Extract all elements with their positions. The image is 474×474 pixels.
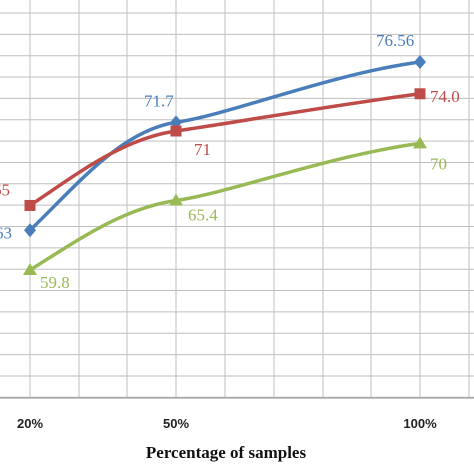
data-label: 71.7 xyxy=(144,91,174,110)
data-point-marker xyxy=(24,199,36,211)
data-point-marker xyxy=(23,263,37,275)
data-label: 59.8 xyxy=(40,273,70,292)
series-line-2 xyxy=(29,141,421,272)
x-tick-labels: 20% 50% 100% xyxy=(17,416,437,431)
data-point-marker xyxy=(170,125,182,137)
data-point-marker xyxy=(24,223,36,238)
data-label: 71 xyxy=(194,140,211,159)
data-point-marker xyxy=(413,136,427,149)
data-labels: 63 71.7 76.56 65 71 74.0 59.8 65.4 70 xyxy=(0,31,460,292)
data-point-marker xyxy=(169,193,183,206)
data-label: 76.56 xyxy=(376,31,414,50)
data-label: 65.4 xyxy=(188,206,218,225)
data-label: 74.0 xyxy=(430,87,460,106)
data-point-marker xyxy=(414,88,426,100)
x-tick-label: 50% xyxy=(163,416,189,431)
gridlines xyxy=(0,0,474,399)
x-tick-label: 100% xyxy=(403,416,437,431)
x-axis-title: Percentage of samples xyxy=(146,443,307,462)
data-label: 65 xyxy=(0,180,10,199)
series-group xyxy=(23,55,427,275)
x-tick-label: 20% xyxy=(17,416,43,431)
data-label: 70 xyxy=(430,154,447,173)
data-point-marker xyxy=(414,55,426,69)
data-label: 63 xyxy=(0,223,12,242)
